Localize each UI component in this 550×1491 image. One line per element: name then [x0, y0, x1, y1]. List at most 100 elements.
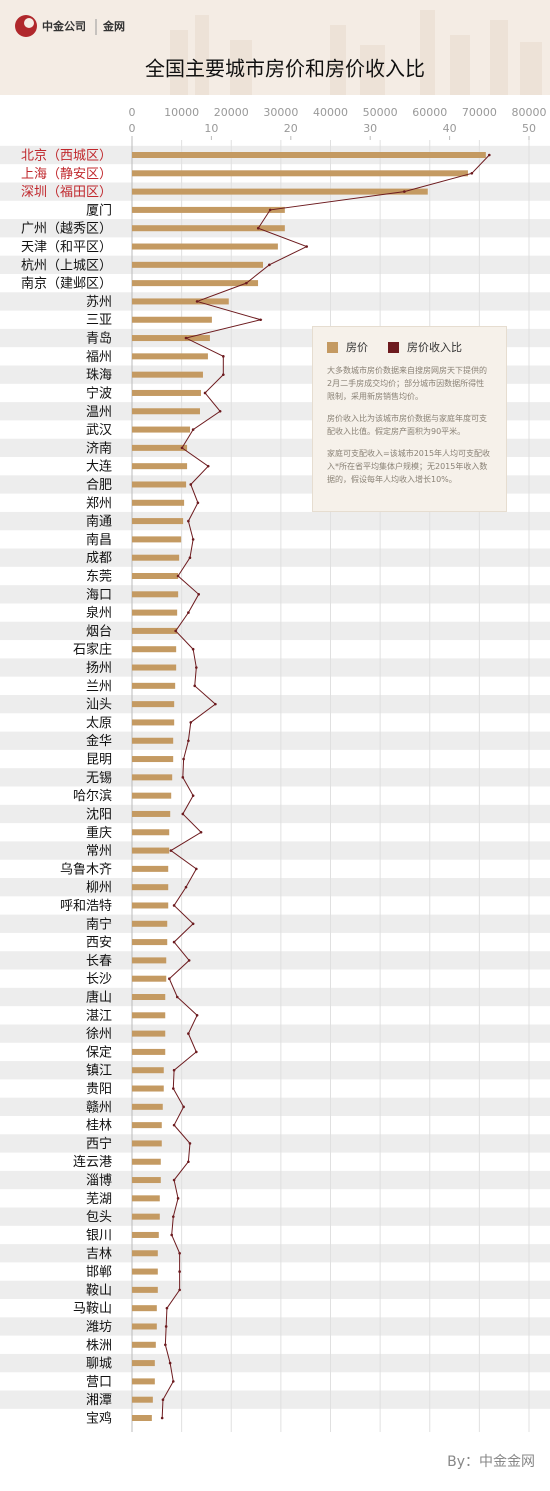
- ratio-point: [176, 574, 180, 578]
- bar: [132, 829, 170, 836]
- y-tick-label: 潍坊: [86, 1320, 112, 1335]
- x2-tick-label: 50: [522, 122, 536, 135]
- ratio-point: [189, 483, 193, 486]
- bar: [132, 939, 168, 946]
- row-stripe: [0, 1317, 550, 1336]
- ratio-point: [403, 190, 406, 193]
- bar: [132, 536, 182, 543]
- y-tick-label: 青岛: [86, 331, 112, 347]
- row-stripe: [0, 548, 550, 567]
- x-tick-label: 60000: [412, 106, 447, 119]
- ratio-point: [268, 208, 272, 212]
- y-tick-label: 兰州: [86, 679, 112, 694]
- x2-tick-label: 10: [204, 122, 218, 135]
- ratio-point: [171, 1087, 175, 1090]
- ratio-point: [181, 812, 185, 816]
- y-tick-label: 营口: [86, 1375, 112, 1390]
- y-tick-label: 徐州: [86, 1027, 112, 1042]
- bar: [132, 994, 166, 1000]
- bar: [132, 902, 169, 909]
- y-tick-label: 海口: [86, 588, 112, 603]
- y-tick-label: 西宁: [86, 1136, 112, 1152]
- row-stripe: [0, 511, 550, 531]
- brand-site: 金网: [102, 19, 125, 33]
- ratio-point: [174, 629, 177, 633]
- bar: [132, 756, 174, 763]
- bar: [132, 1268, 158, 1275]
- ratio-point: [488, 153, 491, 157]
- bar: [132, 573, 179, 579]
- legend-label: 房价收入比: [407, 341, 462, 354]
- bar: [132, 353, 208, 360]
- ratio-point: [172, 1068, 176, 1072]
- bar: [132, 335, 210, 342]
- y-tick-label: 昆明: [86, 753, 112, 768]
- ratio-point: [191, 922, 195, 926]
- bar: [132, 188, 428, 195]
- row-stripe: [0, 585, 550, 604]
- ratio-point: [195, 666, 198, 669]
- ratio-point: [168, 977, 171, 980]
- ratio-point: [305, 245, 308, 248]
- ratio-point: [256, 226, 260, 230]
- ratio-point: [164, 1325, 168, 1328]
- bar: [132, 646, 177, 653]
- ratio-point: [181, 776, 185, 779]
- ratio-point: [187, 739, 190, 743]
- ratio-point: [191, 647, 195, 651]
- x-tick-label: 20000: [214, 106, 249, 119]
- ratio-point: [191, 794, 195, 797]
- y-tick-label: 沈阳: [86, 807, 112, 822]
- ratio-point: [172, 904, 176, 907]
- y-tick-label: 淄博: [86, 1174, 112, 1189]
- y-tick-label: 东莞: [86, 570, 112, 585]
- legend: 房价 房价收入比 大多数城市房价数据来自搜房网房天下提供的2月二手房成交均价；部分城…: [312, 326, 507, 512]
- ratio-point: [187, 611, 190, 614]
- bar: [132, 664, 177, 671]
- row-stripe: [0, 1280, 550, 1300]
- bar: [132, 884, 169, 891]
- x2-tick-label: 40: [443, 122, 457, 135]
- y-tick-label: 南昌: [86, 532, 112, 548]
- bar: [132, 591, 179, 598]
- legend-swatch: [388, 342, 399, 353]
- ratio-point: [195, 300, 199, 303]
- bar: [132, 206, 285, 213]
- bar: [132, 627, 178, 634]
- y-tick-label: 金华: [86, 733, 112, 749]
- x2-tick-label: 0: [129, 122, 136, 135]
- y-tick-label: 银川: [86, 1228, 112, 1243]
- row-stripe: [0, 1207, 550, 1226]
- y-tick-label: 烟台: [86, 624, 112, 639]
- y-tick-label: 扬州: [86, 661, 112, 676]
- brand-company: 中金公司: [42, 19, 86, 33]
- bar: [132, 1048, 166, 1055]
- y-tick-label: 武汉: [86, 423, 112, 438]
- ratio-point: [187, 519, 190, 523]
- legend-label: 房价: [346, 341, 368, 354]
- ratio-line: [161, 154, 490, 1419]
- y-tick-label: 常州: [86, 844, 112, 859]
- y-tick-label: 马鞍山: [73, 1301, 112, 1317]
- bar: [132, 1140, 162, 1147]
- legend-item: 房价收入比: [388, 341, 462, 354]
- y-tick-label: 三亚: [86, 313, 112, 328]
- row-stripe: [0, 1244, 550, 1263]
- ratio-point: [164, 1343, 167, 1347]
- bar: [132, 701, 175, 708]
- bar: [132, 1012, 166, 1019]
- logo-inner: [24, 18, 34, 28]
- y-tick-label: 宁波: [86, 385, 112, 401]
- bar: [132, 298, 229, 305]
- bar: [132, 280, 259, 287]
- row-stripe: [0, 1134, 550, 1153]
- bar: [132, 481, 187, 488]
- ratio-point: [188, 1142, 192, 1145]
- y-tick-label: 柳州: [86, 881, 112, 896]
- y-tick-label: 合肥: [86, 478, 112, 493]
- legend-item: 房价: [327, 341, 368, 354]
- y-tick-label: 无锡: [86, 771, 112, 786]
- bar: [132, 1067, 164, 1074]
